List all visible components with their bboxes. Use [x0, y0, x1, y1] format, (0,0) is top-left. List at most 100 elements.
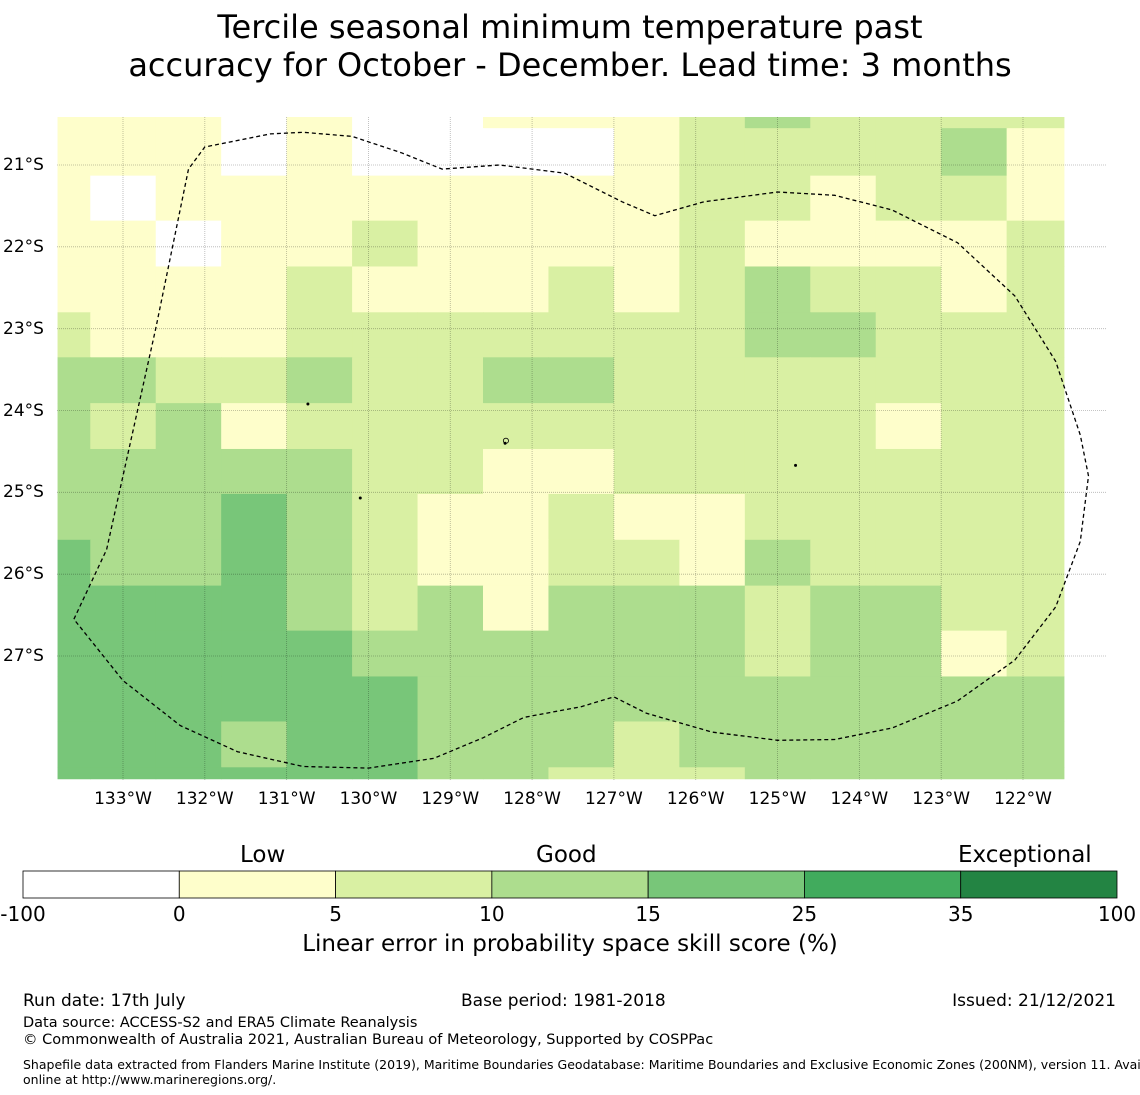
grid-cell: [221, 493, 288, 541]
longitude-label: 131°W: [257, 789, 316, 809]
grid-cell: [744, 220, 811, 267]
legend-category-exceptional: Exceptional: [958, 842, 1092, 868]
grid-cell: [941, 403, 1008, 450]
longitude-label: 123°W: [912, 789, 971, 809]
grid-cell: [483, 403, 549, 450]
grid-cell: [417, 175, 484, 222]
grid-cell: [57, 630, 91, 677]
grid-cell: [875, 266, 942, 313]
grid-cell: [810, 676, 877, 722]
longitude-label: 129°W: [421, 789, 480, 809]
grid-cell: [57, 220, 91, 267]
grid-cell: [483, 128, 549, 177]
issued-date: Issued: 21/12/2021: [952, 991, 1116, 1011]
colorbar-tick-label: 25: [791, 902, 818, 926]
grid-cell: [352, 403, 419, 450]
grid-cell: [613, 128, 680, 177]
grid-cell: [744, 721, 811, 768]
grid-cell: [548, 721, 615, 768]
longitude-label: 126°W: [666, 789, 725, 809]
grid-cell: [875, 767, 942, 780]
grid-cell: [941, 220, 1008, 267]
island-reef: [358, 496, 362, 500]
grid-cell: [352, 357, 419, 404]
eez-boundary: [73, 131, 1090, 769]
grid-cell: [352, 175, 419, 222]
grid-cell: [1006, 117, 1065, 129]
grid-cell: [417, 312, 484, 358]
grid-cell: [744, 585, 811, 632]
grid-cell: [744, 448, 811, 495]
grid-cell: [548, 630, 615, 677]
grid-cell: [1006, 357, 1065, 404]
grid-cell: [417, 357, 484, 404]
grid-cell: [548, 585, 615, 632]
grid-cell: [810, 448, 877, 495]
grid-cell: [90, 539, 157, 587]
grid-cell: [155, 312, 222, 358]
grid-cell: [155, 721, 222, 768]
map-title-line-1: Tercile seasonal minimum temperature pas…: [217, 8, 923, 46]
grid-cell: [1006, 493, 1065, 541]
grid-cell: [286, 266, 353, 313]
grid-cell: [744, 357, 811, 404]
grid-cell: [483, 585, 549, 632]
grid-cell: [613, 721, 680, 768]
grid-cell: [613, 312, 680, 358]
grid-cell: [679, 357, 746, 404]
grid-cell: [810, 539, 877, 587]
grid-cell: [941, 357, 1008, 404]
grid-cell: [613, 117, 680, 129]
grid-cell: [352, 721, 419, 768]
grid-cell: [613, 448, 680, 495]
grid-cell: [548, 266, 615, 313]
grid-cell: [155, 630, 222, 677]
colorbar-tick-label: 5: [329, 902, 342, 926]
grid-cell: [941, 539, 1008, 587]
grid-cell: [613, 175, 680, 222]
grid-cell: [810, 493, 877, 541]
grid-cell: [90, 403, 157, 450]
grid-cell: [90, 117, 157, 129]
latitude-label: 26°S: [3, 564, 44, 585]
grid-cell: [352, 128, 419, 177]
grid-cell: [1006, 266, 1065, 313]
grid-cell: [1006, 539, 1065, 587]
grid-cell: [548, 539, 615, 587]
grid-cell: [417, 493, 484, 541]
grid-cell: [483, 117, 549, 129]
latitude-label: 27°S: [3, 646, 44, 666]
base-period: Base period: 1981-2018: [461, 991, 666, 1011]
grid-cell: [155, 175, 222, 222]
grid-cell: [1006, 585, 1065, 632]
grid-cell: [483, 676, 549, 722]
latitude-label: 23°S: [3, 318, 44, 339]
grid-cell: [155, 585, 222, 632]
grid-cell: [810, 357, 877, 404]
grid-cell: [57, 767, 91, 780]
grid-cell: [941, 117, 1008, 129]
grid-cell: [286, 448, 353, 495]
grid-cell: [221, 539, 288, 587]
grid-cell: [613, 220, 680, 267]
grid-cell: [941, 630, 1008, 677]
grid-cell: [90, 585, 157, 632]
grid-cell: [1006, 175, 1065, 222]
grid-cell: [417, 676, 484, 722]
grid-cell: [679, 266, 746, 313]
grid-cell: [155, 539, 222, 587]
grid-cell: [548, 312, 615, 358]
longitude-label: 127°W: [585, 789, 643, 809]
grid-cell: [221, 266, 288, 313]
grid-cell: [875, 117, 942, 129]
grid-cell: [155, 220, 222, 267]
grid-cell: [483, 175, 549, 222]
grid-cell: [57, 266, 91, 313]
grid-cell: [352, 493, 419, 541]
grid-cell: [417, 721, 484, 768]
grid-cell: [679, 175, 746, 222]
legend-category-low: Low: [240, 842, 286, 868]
grid-cell: [90, 128, 157, 177]
grid-cell: [221, 767, 288, 780]
grid-cell: [810, 128, 877, 177]
